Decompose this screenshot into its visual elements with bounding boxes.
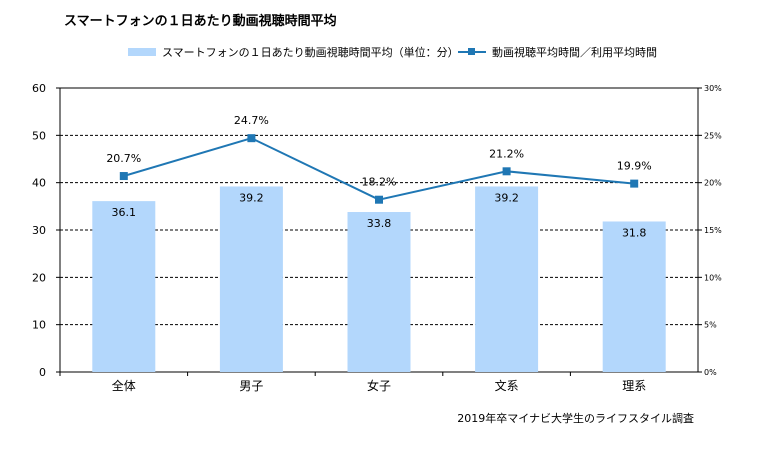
legend-bar-label: スマートフォンの１日あたり動画視聴時間平均（単位：分） <box>162 46 459 59</box>
right-tick-label: 5% <box>704 321 717 330</box>
left-tick-label: 10 <box>32 319 46 332</box>
right-tick-label: 15% <box>704 226 722 235</box>
bar <box>347 212 411 372</box>
bar <box>219 186 283 372</box>
left-tick-label: 40 <box>32 177 46 190</box>
left-tick-label: 0 <box>39 366 46 379</box>
line-marker <box>630 179 639 188</box>
bar-value-label: 36.1 <box>112 206 137 219</box>
left-tick-label: 50 <box>32 129 46 142</box>
line-marker <box>502 167 511 176</box>
line-value-label: 18.2% <box>362 176 397 189</box>
line-value-label: 20.7% <box>106 152 141 165</box>
series-line <box>123 137 635 201</box>
legend-item-line: 動画視聴平均時間／利用平均時間 <box>458 44 657 60</box>
right-tick-label: 10% <box>704 273 722 282</box>
bar-value-label: 33.8 <box>367 217 392 230</box>
line-value-label: 19.9% <box>617 160 652 173</box>
line-value-label: 21.2% <box>489 147 524 160</box>
x-category-label: 女子 <box>367 378 391 393</box>
x-category-label: 文系 <box>495 378 519 393</box>
line-marker <box>375 195 383 204</box>
chart-title: スマートフォンの１日あたり動画視聴時間平均 <box>64 14 337 29</box>
bar <box>92 201 156 372</box>
left-tick-label: 20 <box>32 271 46 284</box>
source-note: 2019年卒マイナビ大学生のライフスタイル調査 <box>457 412 694 425</box>
right-tick-label: 30% <box>704 84 722 93</box>
legend-bar-swatch <box>128 48 156 56</box>
line-marker <box>247 134 256 143</box>
x-category-label: 男子 <box>239 379 263 393</box>
left-tick-label: 60 <box>32 82 46 95</box>
legend-line-swatch <box>458 48 486 56</box>
line-value-label: 24.7% <box>234 114 269 127</box>
legend-line-label: 動画視聴平均時間／利用平均時間 <box>492 46 657 59</box>
bar-value-label: 39.2 <box>494 191 519 204</box>
bar-value-label: 31.8 <box>622 226 647 239</box>
right-tick-label: 20% <box>704 179 722 188</box>
right-tick-label: 25% <box>704 131 722 140</box>
legend-item-bar: スマートフォンの１日あたり動画視聴時間平均（単位：分） <box>128 44 459 60</box>
right-tick-label: 0% <box>704 368 717 377</box>
x-category-label: 理系 <box>622 379 646 393</box>
bar <box>602 221 666 372</box>
x-category-label: 全体 <box>112 378 136 393</box>
bar-value-label: 39.2 <box>239 191 264 204</box>
bar <box>475 186 539 372</box>
legend: スマートフォンの１日あたり動画視聴時間平均（単位：分） 動画視聴平均時間／利用平… <box>0 44 782 64</box>
left-tick-label: 30 <box>32 224 46 237</box>
line-marker <box>119 172 128 181</box>
